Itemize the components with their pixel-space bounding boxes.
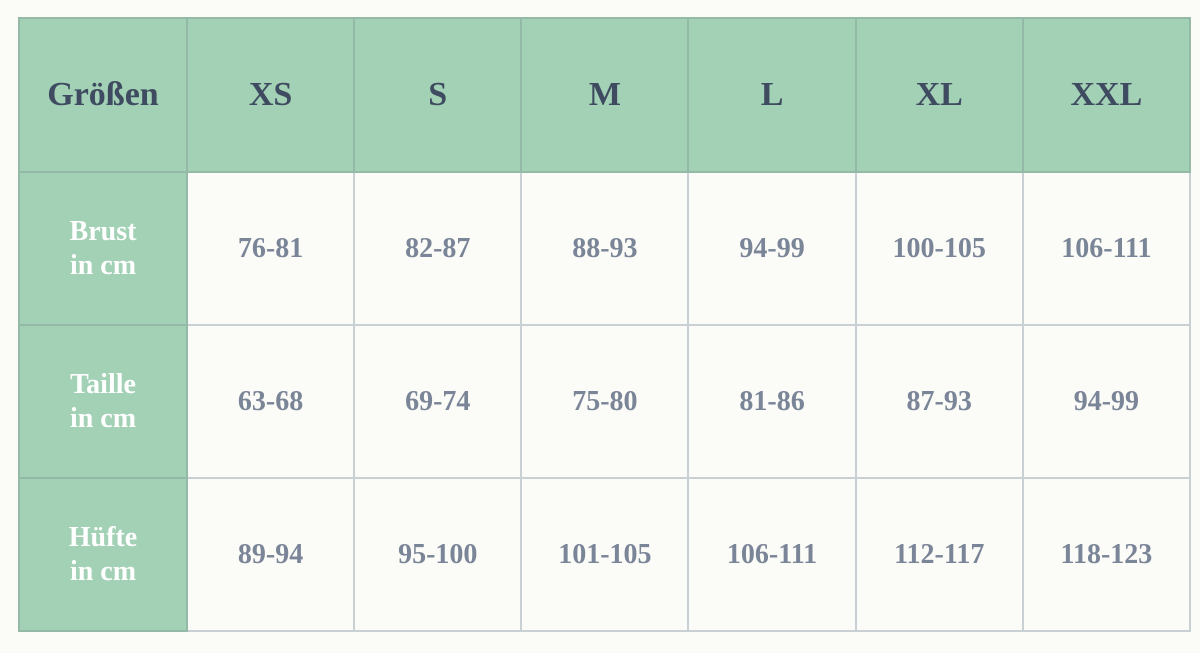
table-cell: 76-81 (185, 171, 356, 326)
table-row: Brust in cm 76-81 82-87 88-93 94-99 100-1… (18, 171, 1192, 326)
table-cell: 89-94 (185, 477, 356, 632)
row-label-line1: Hüfte (68, 521, 138, 553)
row-label-brust: Brust in cm (18, 171, 188, 326)
table-cell: 94-99 (1021, 324, 1192, 479)
header-size-s: S (353, 17, 523, 173)
header-size-xl: XL (854, 17, 1024, 173)
table-cell: 118-123 (1021, 477, 1192, 632)
header-size-xs: XS (185, 17, 356, 173)
header-size-l: L (687, 17, 857, 173)
table-cell: 81-86 (687, 324, 857, 479)
table-cell: 106-111 (1021, 171, 1192, 326)
table-cell: 63-68 (185, 324, 356, 479)
row-label-line2: in cm (69, 555, 137, 587)
table-cell: 101-105 (520, 477, 690, 632)
row-label-line2: in cm (69, 402, 137, 434)
size-chart-table: Größen XS S M L XL XXL Brust in cm 76-81 … (18, 17, 1192, 632)
table-cell: 112-117 (854, 477, 1024, 632)
row-label-huefte: Hüfte in cm (18, 477, 188, 632)
header-size-xxl: XXL (1021, 17, 1192, 173)
table-row: Taille in cm 63-68 69-74 75-80 81-86 87-9… (18, 324, 1192, 479)
table-row: Hüfte in cm 89-94 95-100 101-105 106-111 … (18, 477, 1192, 632)
table-cell: 88-93 (520, 171, 690, 326)
table-cell: 82-87 (353, 171, 523, 326)
table-cell: 87-93 (854, 324, 1024, 479)
table-cell: 75-80 (520, 324, 690, 479)
table-cell: 94-99 (687, 171, 857, 326)
header-size-m: M (520, 17, 690, 173)
row-label-line1: Brust (69, 215, 137, 247)
table-cell: 100-105 (854, 171, 1024, 326)
table-cell: 106-111 (687, 477, 857, 632)
row-label-taille: Taille in cm (18, 324, 188, 479)
row-label-line1: Taille (70, 368, 136, 400)
header-row: Größen XS S M L XL XXL (18, 17, 1192, 173)
header-sizes-label: Größen (18, 17, 188, 173)
table-cell: 95-100 (353, 477, 523, 632)
table-cell: 69-74 (353, 324, 523, 479)
row-label-line2: in cm (69, 249, 137, 281)
